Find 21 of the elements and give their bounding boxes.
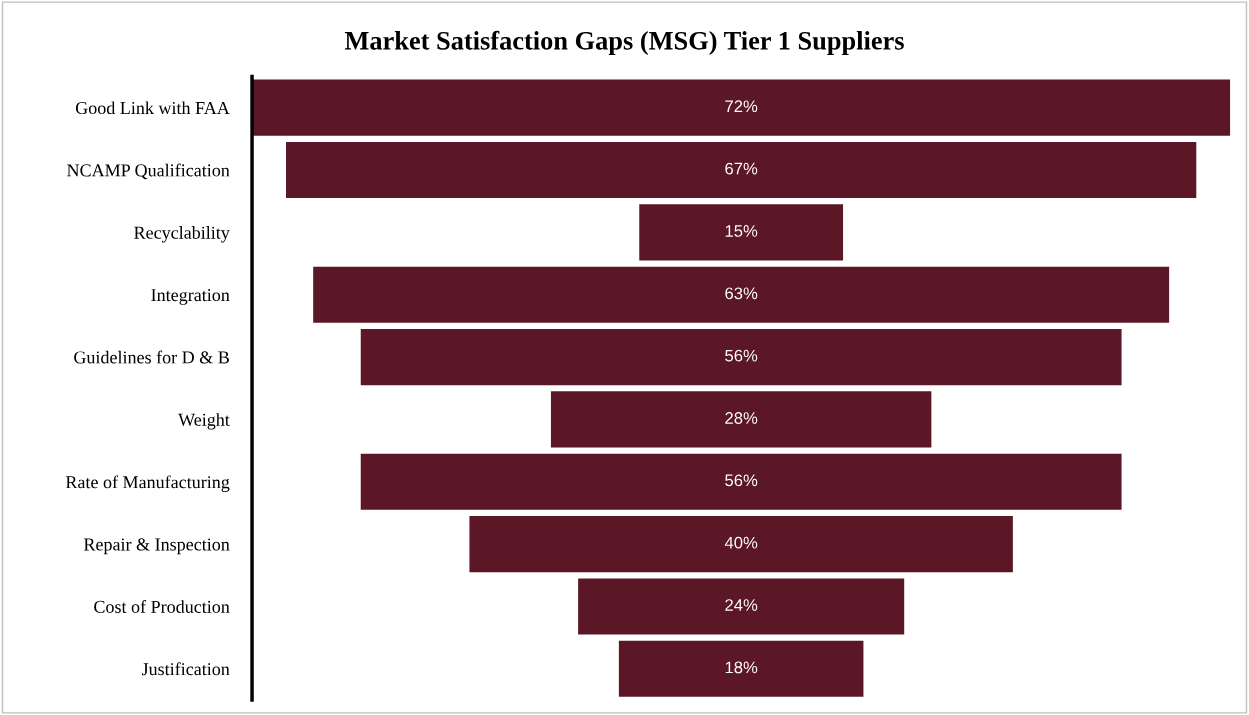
data-label: 40% xyxy=(724,536,758,549)
category-label: Cost of Production xyxy=(94,600,230,613)
data-label: 24% xyxy=(725,599,758,611)
data-label: 15% xyxy=(725,225,758,237)
category-label: NCAMP Qualification xyxy=(67,163,230,180)
data-label: 56% xyxy=(725,474,758,487)
category-label: Good Link with FAA xyxy=(75,101,230,115)
text: Market Satisfaction Gaps (MSG) Tier 1 Suppliers xyxy=(344,30,904,55)
category-label: Recyclability xyxy=(134,226,230,243)
category-label: Justification xyxy=(141,662,230,676)
data-label: 28% xyxy=(725,412,758,424)
category-label: Repair & Inspection xyxy=(83,538,230,555)
category-label: Guidelines for D & B xyxy=(74,350,229,364)
data-label: 18% xyxy=(725,661,758,674)
data-label: 67% xyxy=(725,162,758,175)
data-label: 63% xyxy=(725,287,758,300)
data-label: 72% xyxy=(725,100,758,113)
category-label: Integration xyxy=(151,289,230,305)
data-label: 56% xyxy=(725,349,758,362)
category-label: Weight xyxy=(178,413,230,430)
category-label: Rate of Manufacturing xyxy=(65,475,230,493)
